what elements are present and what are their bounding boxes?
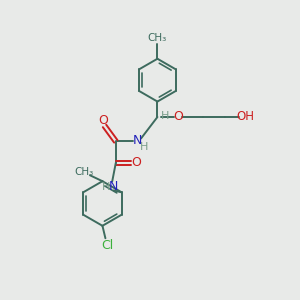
Text: N: N bbox=[133, 134, 142, 147]
Text: O: O bbox=[132, 156, 142, 169]
Text: H: H bbox=[161, 110, 169, 121]
Text: CH₃: CH₃ bbox=[148, 33, 167, 43]
Text: H: H bbox=[102, 182, 110, 192]
Text: H: H bbox=[140, 142, 148, 152]
Text: Cl: Cl bbox=[101, 238, 113, 252]
Text: CH₃: CH₃ bbox=[74, 167, 94, 177]
Text: OH: OH bbox=[236, 110, 254, 123]
Text: N: N bbox=[109, 180, 119, 193]
Text: O: O bbox=[173, 110, 183, 123]
Text: O: O bbox=[98, 114, 108, 127]
